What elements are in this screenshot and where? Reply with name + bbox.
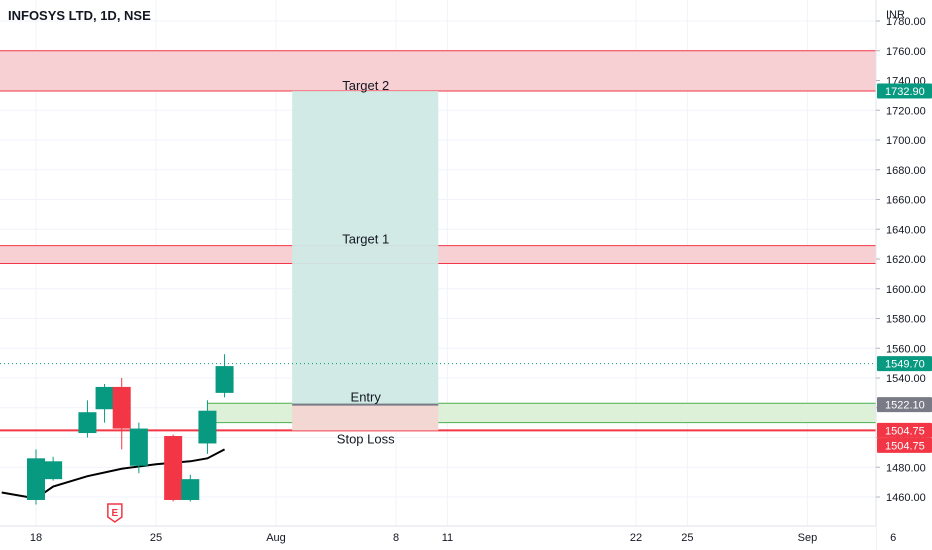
price-tick-label: 1460.00 [886, 492, 926, 504]
candle-body [112, 386, 131, 429]
price-badge: 1522.10 [877, 397, 932, 413]
candle-body [95, 386, 114, 410]
candle [129, 422, 148, 474]
price-badge: 1504.75 [877, 422, 932, 438]
profit-area [292, 91, 439, 405]
price-badge: 1732.90 [877, 83, 932, 99]
price-badge: 1549.70 [877, 356, 932, 372]
candle [27, 449, 45, 505]
price-badge-label: 1549.70 [885, 359, 925, 371]
candle [112, 378, 131, 450]
price-tick-label: 1600.00 [886, 284, 926, 296]
price-tick-label: 1660.00 [886, 195, 926, 207]
time-axis-bg [0, 526, 876, 550]
earnings-label: E [112, 508, 119, 519]
price-badge-label: 1522.10 [885, 400, 925, 412]
time-tick-label: 8 [393, 532, 399, 544]
annotation-label: Stop Loss [337, 431, 395, 446]
price-badge-bg [877, 437, 932, 453]
price-badge-bg [877, 422, 932, 438]
annotation-label: Entry [351, 390, 382, 405]
price-tick-label: 1540.00 [886, 373, 926, 385]
candle-body [78, 412, 97, 434]
price-tick-label: 1700.00 [886, 135, 926, 147]
earnings-badge [107, 503, 123, 523]
zone-rect [0, 50, 876, 92]
time-tick-label: 25 [681, 532, 693, 544]
price-badge-label: 1732.90 [885, 86, 925, 98]
price-tick-label: 1640.00 [886, 224, 926, 236]
candle [95, 383, 114, 423]
price-badge-label: 1504.75 [885, 425, 925, 437]
time-axis[interactable]: 18 25 Aug 8 11 22 25 Sep 6 [0, 525, 896, 550]
annotations: Target 2 Target 1 Entry Stop Loss [337, 78, 395, 446]
time-tick-label: 6 [890, 532, 896, 544]
candle [181, 474, 200, 502]
price-badge-bg [877, 356, 932, 372]
price-badge-bg [877, 397, 932, 413]
price-axis[interactable]: 1460.001480.001500.001520.001540.001560.… [875, 0, 932, 550]
long-position-tool[interactable] [0, 91, 876, 431]
annotation-label: Target 2 [342, 78, 389, 93]
candle [78, 400, 97, 438]
candle-body [129, 428, 148, 466]
time-tick-label: Sep [798, 532, 818, 544]
candle-body [215, 366, 234, 393]
candle-body [198, 410, 217, 444]
price-tick-label: 1780.00 [886, 16, 926, 28]
price-tick-label: 1760.00 [886, 46, 926, 58]
price-tick-label: 1680.00 [886, 165, 926, 177]
time-tick-label: 25 [150, 532, 162, 544]
candle-body [27, 458, 45, 500]
price-badge-bg [877, 83, 932, 99]
candle [215, 354, 234, 398]
candle-body [44, 461, 63, 480]
loss-area [292, 404, 439, 431]
price-badge: 1504.75 [877, 437, 932, 453]
price-tick-label: 1580.00 [886, 314, 926, 326]
time-tick-label: 18 [30, 532, 42, 544]
price-tick-label: 1480.00 [886, 462, 926, 474]
time-tick-label: Aug [266, 532, 286, 544]
time-tick-label: 11 [442, 532, 453, 544]
price-tick-label: 1620.00 [886, 254, 926, 266]
chart-title: INFOSYS LTD, 1D, NSE [8, 8, 151, 23]
earnings-marker: E [107, 503, 123, 523]
candle-body [181, 479, 200, 500]
price-tick-label: 1560.00 [886, 343, 926, 355]
annotation-label: Target 1 [342, 232, 389, 247]
currency-label: INR [886, 9, 905, 21]
time-tick-label: 22 [630, 532, 642, 544]
candle [198, 400, 217, 454]
price-badge-label: 1504.75 [885, 440, 925, 452]
price-tick-label: 1720.00 [886, 105, 926, 117]
candlesticks: E [27, 354, 234, 523]
candle [164, 434, 183, 502]
candle-body [164, 436, 183, 500]
candle [44, 456, 63, 481]
